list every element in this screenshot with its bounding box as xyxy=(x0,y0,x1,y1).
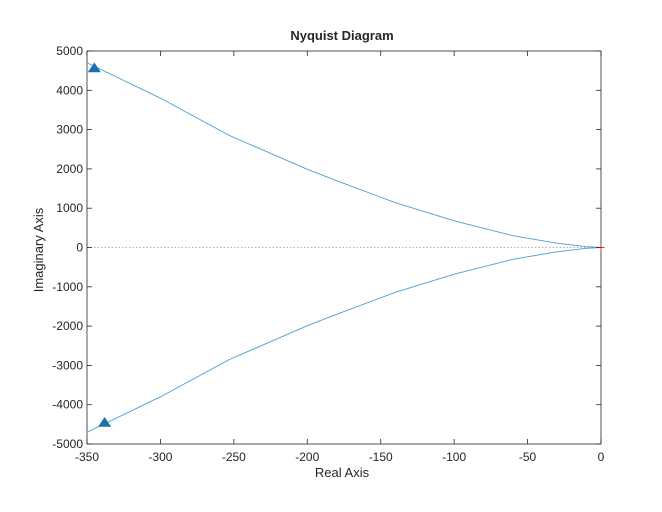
nyquist-curve-upper xyxy=(87,62,601,248)
y-tick-label: 1000 xyxy=(56,201,83,215)
x-tick-label: -350 xyxy=(75,450,99,464)
y-tick-label: 3000 xyxy=(56,123,83,137)
x-tick-label: 0 xyxy=(598,450,605,464)
y-tick-label: 4000 xyxy=(56,83,83,97)
x-tick-label: -250 xyxy=(222,450,246,464)
plot-area xyxy=(86,50,605,445)
x-axis-label: Real Axis xyxy=(315,465,370,480)
y-tick-label: -1000 xyxy=(52,280,83,294)
y-tick-label: -2000 xyxy=(52,319,83,333)
x-tick-label: -100 xyxy=(442,450,466,464)
direction-arrow-upper xyxy=(87,62,101,73)
y-tick-label: -5000 xyxy=(52,437,83,451)
y-tick-label: 5000 xyxy=(56,44,83,58)
y-axis-label: Imaginary Axis xyxy=(31,207,46,292)
direction-arrow-lower xyxy=(98,416,112,427)
y-tick-label: 0 xyxy=(76,241,83,255)
series-group xyxy=(87,62,601,433)
nyquist-curve-lower xyxy=(87,247,601,433)
x-tick-label: -150 xyxy=(369,450,393,464)
x-tick-label: -300 xyxy=(148,450,172,464)
x-axis: -350 -300 -250 -200 -150 -100 -50 0 xyxy=(75,51,605,464)
y-tick-label: 2000 xyxy=(56,162,83,176)
x-tick-label: -50 xyxy=(519,450,537,464)
y-tick-label: -4000 xyxy=(52,398,83,412)
chart-title: Nyquist Diagram xyxy=(290,28,393,43)
y-axis: -5000 -4000 -3000 -2000 -1000 0 1000 2000 3000 40… xyxy=(52,44,601,451)
x-tick-label: -200 xyxy=(295,450,319,464)
y-tick-label: -3000 xyxy=(52,358,83,372)
